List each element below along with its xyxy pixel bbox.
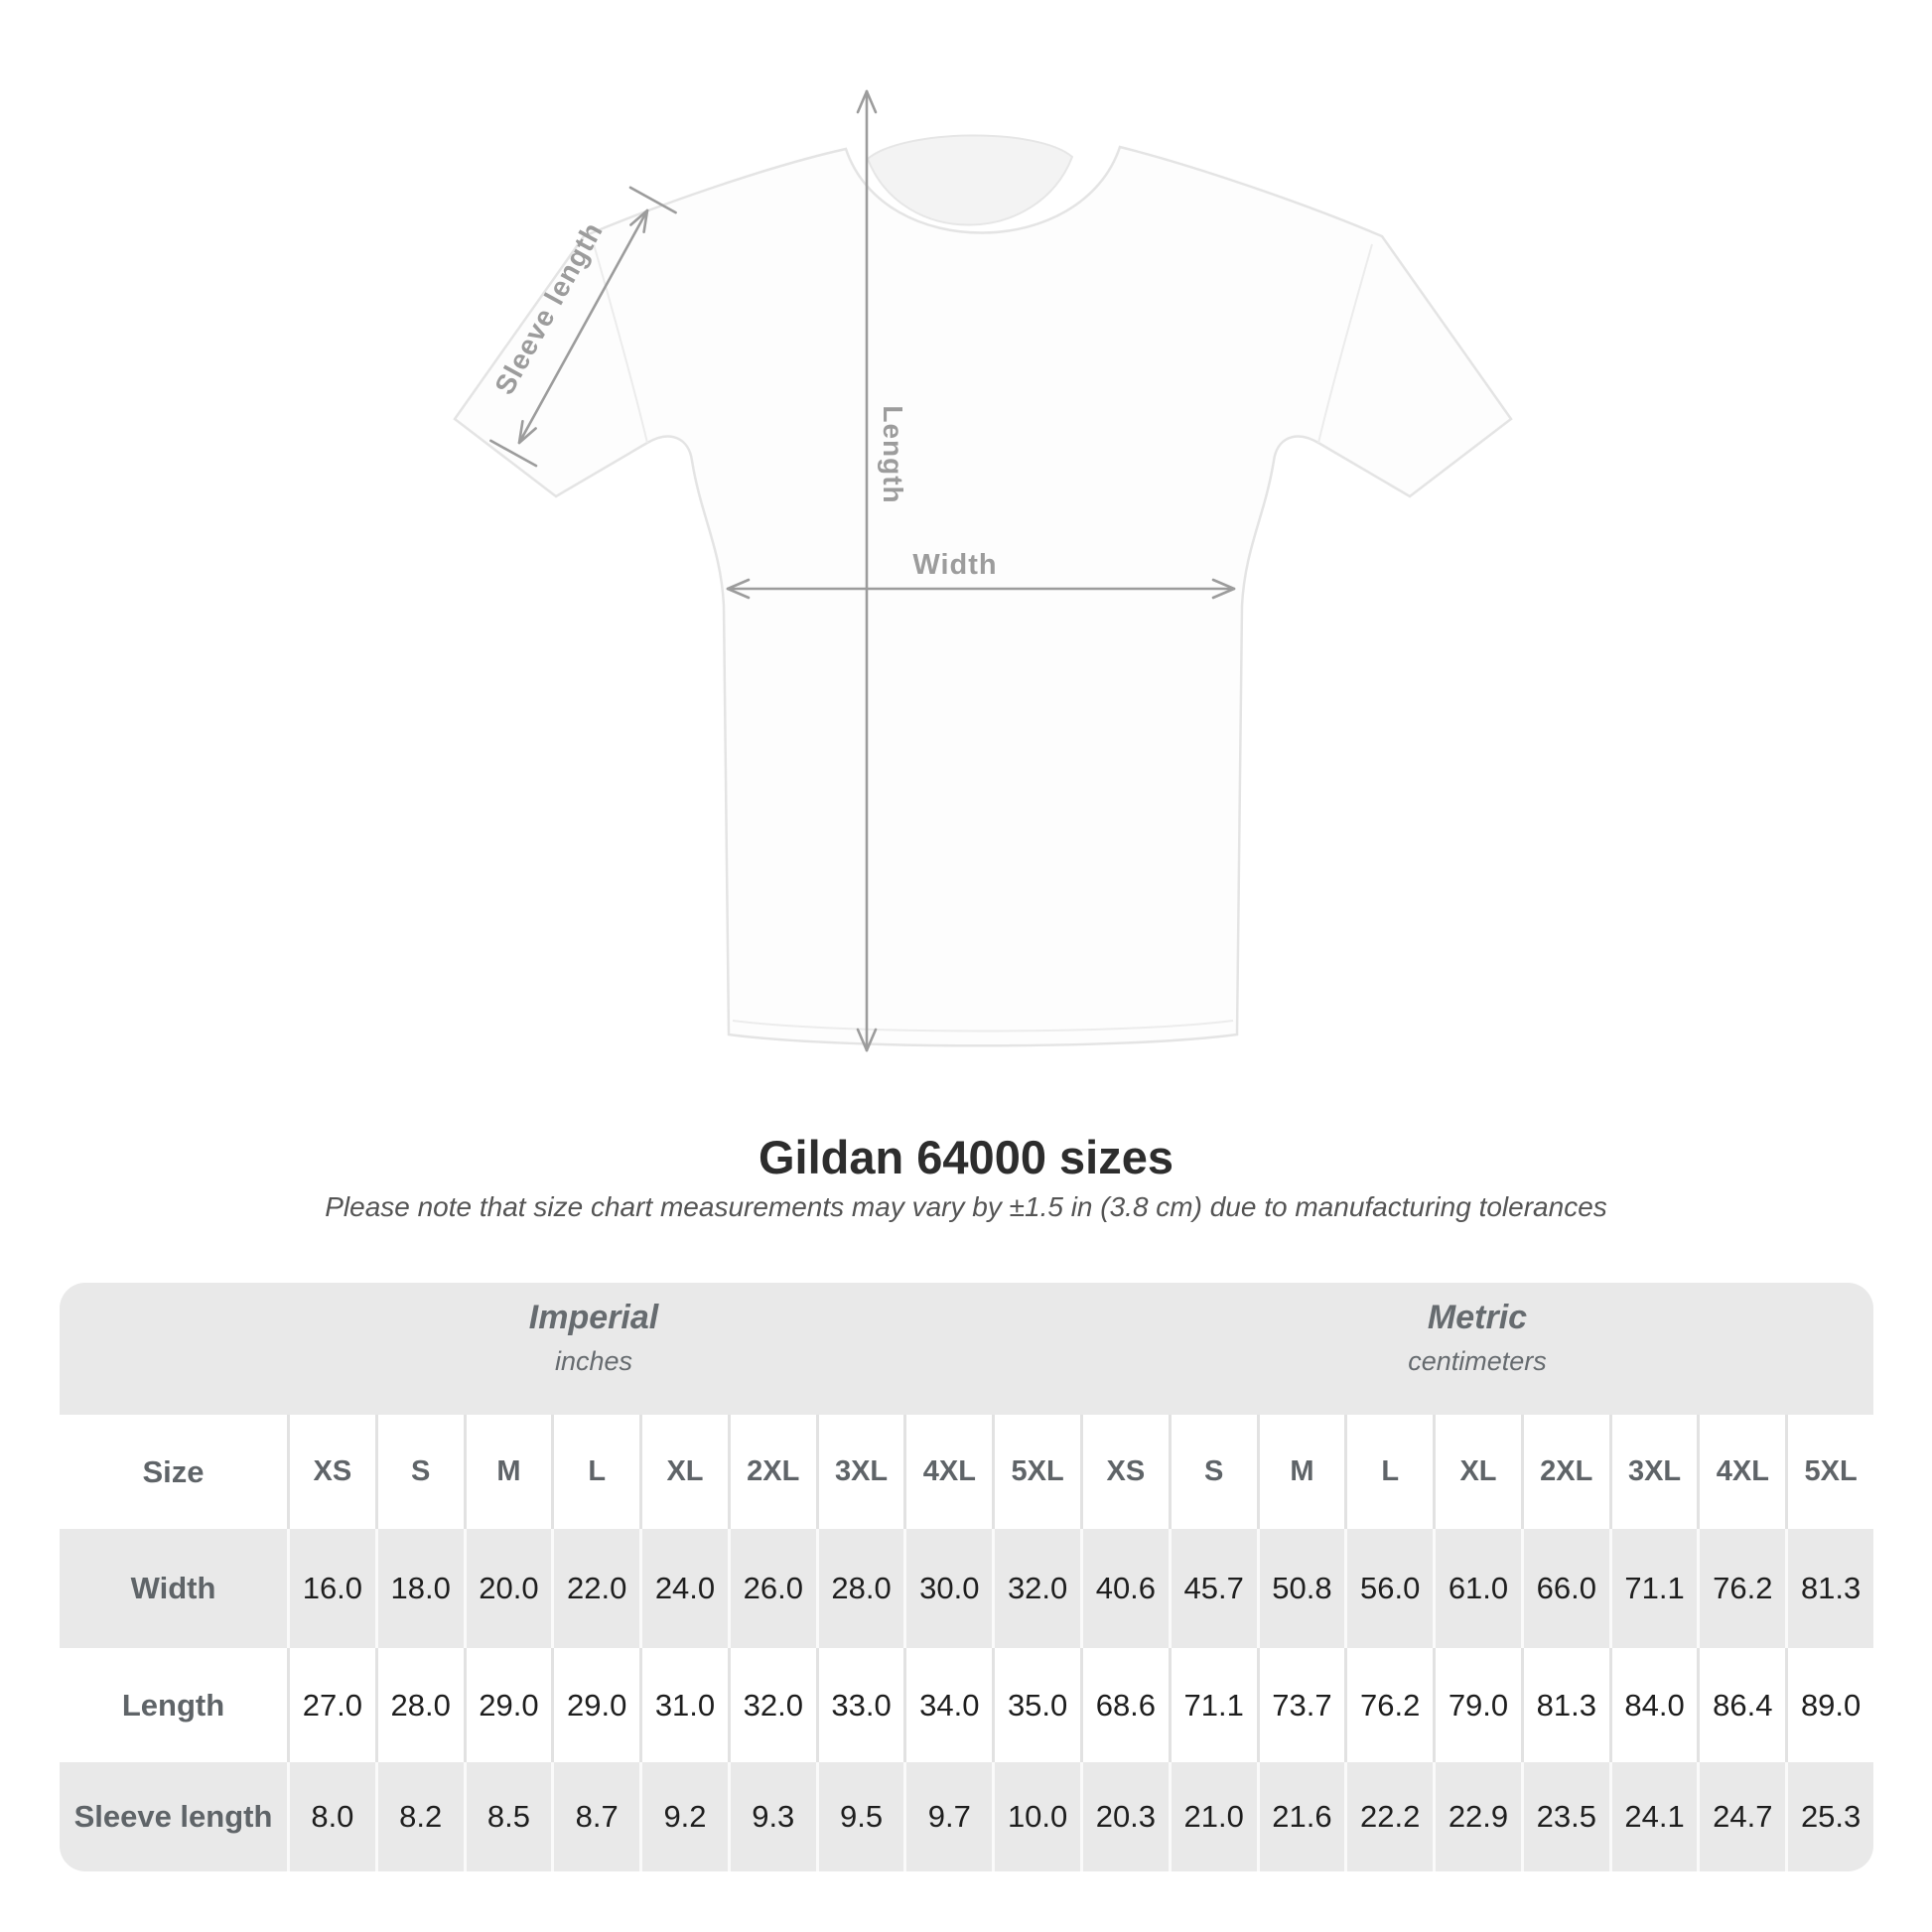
shirt-outline bbox=[453, 145, 1513, 1047]
metric-header-group: Metric centimeters bbox=[1408, 1299, 1547, 1377]
imperial-unit: inches bbox=[554, 1346, 633, 1376]
value-cell: 9.3 bbox=[727, 1762, 816, 1871]
size-header-cell: S bbox=[374, 1415, 464, 1529]
value-cell: 27.0 bbox=[287, 1648, 375, 1762]
collar bbox=[866, 134, 1074, 226]
metric-unit: centimeters bbox=[1408, 1346, 1547, 1376]
size-header-cell: 4XL bbox=[1697, 1415, 1786, 1529]
value-cell: 31.0 bbox=[639, 1648, 728, 1762]
value-cell: 30.0 bbox=[903, 1529, 993, 1648]
size-header-cell: XS bbox=[1080, 1415, 1169, 1529]
value-cell: 9.2 bbox=[639, 1762, 728, 1871]
size-header-cell: M bbox=[463, 1415, 552, 1529]
value-cell: 66.0 bbox=[1520, 1529, 1609, 1648]
value-cell: 24.7 bbox=[1697, 1762, 1786, 1871]
value-cell: 28.0 bbox=[815, 1529, 904, 1648]
size-label-cell: Size bbox=[60, 1415, 287, 1529]
size-grid: Size XS S M L XL 2XL 3XL 4XL 5XL XS S M L XL 2XL 3XL 4XL 5… bbox=[60, 1415, 1873, 1871]
size-header-cell: L bbox=[1344, 1415, 1434, 1529]
imperial-header-group: Imperial inches bbox=[529, 1299, 658, 1377]
value-cell: 79.0 bbox=[1433, 1648, 1521, 1762]
value-cell: 16.0 bbox=[287, 1529, 375, 1648]
page-title: Gildan 64000 sizes bbox=[758, 1131, 1174, 1183]
size-table: Imperial inches Metric centimeters Size X… bbox=[60, 1283, 1873, 1871]
value-cell: 22.9 bbox=[1433, 1762, 1521, 1871]
value-cell: 22.2 bbox=[1344, 1762, 1434, 1871]
value-cell: 86.4 bbox=[1697, 1648, 1786, 1762]
size-header-cell: 2XL bbox=[727, 1415, 816, 1529]
value-cell: 21.6 bbox=[1256, 1762, 1345, 1871]
value-cell: 32.0 bbox=[727, 1648, 816, 1762]
size-header-cell: XL bbox=[639, 1415, 728, 1529]
size-header-cell: 3XL bbox=[1608, 1415, 1698, 1529]
value-cell: 20.0 bbox=[463, 1529, 552, 1648]
value-cell: 81.3 bbox=[1785, 1529, 1873, 1648]
size-header-cell: L bbox=[551, 1415, 640, 1529]
value-cell: 24.0 bbox=[639, 1529, 728, 1648]
value-cell: 76.2 bbox=[1344, 1648, 1434, 1762]
units-band: Imperial inches Metric centimeters bbox=[60, 1283, 1873, 1415]
value-cell: 29.0 bbox=[463, 1648, 552, 1762]
width-arrow bbox=[726, 578, 1236, 600]
value-cell: 23.5 bbox=[1520, 1762, 1609, 1871]
size-header-cell: 3XL bbox=[815, 1415, 904, 1529]
tshirt-diagram: Sleeve length Length Width bbox=[453, 89, 1513, 1052]
value-cell: 76.2 bbox=[1697, 1529, 1786, 1648]
value-cell: 34.0 bbox=[903, 1648, 993, 1762]
value-cell: 73.7 bbox=[1256, 1648, 1345, 1762]
value-cell: 71.1 bbox=[1608, 1529, 1698, 1648]
value-cell: 71.1 bbox=[1168, 1648, 1257, 1762]
sleeve-seam-left bbox=[593, 243, 648, 444]
sleeve-length-arrow bbox=[489, 186, 677, 468]
value-cell: 56.0 bbox=[1344, 1529, 1434, 1648]
value-cell: 50.8 bbox=[1256, 1529, 1345, 1648]
value-cell: 81.3 bbox=[1520, 1648, 1609, 1762]
value-cell: 21.0 bbox=[1168, 1762, 1257, 1871]
size-header-cell: 2XL bbox=[1520, 1415, 1609, 1529]
size-header-cell: 5XL bbox=[1785, 1415, 1873, 1529]
value-cell: 84.0 bbox=[1608, 1648, 1698, 1762]
value-cell: 32.0 bbox=[992, 1529, 1080, 1648]
sleeve-seam-right bbox=[1317, 243, 1373, 444]
value-cell: 8.5 bbox=[463, 1762, 552, 1871]
value-cell: 8.0 bbox=[287, 1762, 375, 1871]
value-cell: 40.6 bbox=[1080, 1529, 1169, 1648]
width-label: Width bbox=[912, 549, 997, 581]
page-subtitle: Please note that size chart measurements… bbox=[325, 1191, 1607, 1222]
value-cell: 8.7 bbox=[551, 1762, 640, 1871]
value-cell: 26.0 bbox=[727, 1529, 816, 1648]
value-cell: 89.0 bbox=[1785, 1648, 1873, 1762]
value-cell: 28.0 bbox=[374, 1648, 464, 1762]
value-cell: 61.0 bbox=[1433, 1529, 1521, 1648]
row-label-cell: Length bbox=[60, 1648, 287, 1762]
value-cell: 9.5 bbox=[815, 1762, 904, 1871]
size-header-cell: XL bbox=[1433, 1415, 1521, 1529]
size-header-cell: S bbox=[1168, 1415, 1257, 1529]
length-arrow bbox=[856, 89, 878, 1052]
value-cell: 22.0 bbox=[551, 1529, 640, 1648]
length-label: Length bbox=[878, 405, 908, 503]
row-label-cell: Sleeve length bbox=[60, 1762, 287, 1871]
value-cell: 9.7 bbox=[903, 1762, 993, 1871]
value-cell: 10.0 bbox=[992, 1762, 1080, 1871]
size-header-cell: M bbox=[1256, 1415, 1345, 1529]
value-cell: 45.7 bbox=[1168, 1529, 1257, 1648]
value-cell: 35.0 bbox=[992, 1648, 1080, 1762]
value-cell: 24.1 bbox=[1608, 1762, 1698, 1871]
hem-seam bbox=[732, 1020, 1234, 1033]
value-cell: 18.0 bbox=[374, 1529, 464, 1648]
value-cell: 33.0 bbox=[815, 1648, 904, 1762]
size-header-cell: 5XL bbox=[992, 1415, 1080, 1529]
size-header-cell: 4XL bbox=[903, 1415, 993, 1529]
value-cell: 8.2 bbox=[374, 1762, 464, 1871]
value-cell: 29.0 bbox=[551, 1648, 640, 1762]
imperial-header: Imperial bbox=[528, 1299, 659, 1336]
row-label-cell: Width bbox=[60, 1529, 287, 1648]
value-cell: 20.3 bbox=[1080, 1762, 1169, 1871]
value-cell: 25.3 bbox=[1785, 1762, 1873, 1871]
metric-header: Metric bbox=[1427, 1299, 1528, 1336]
value-cell: 68.6 bbox=[1080, 1648, 1169, 1762]
size-header-cell: XS bbox=[287, 1415, 375, 1529]
